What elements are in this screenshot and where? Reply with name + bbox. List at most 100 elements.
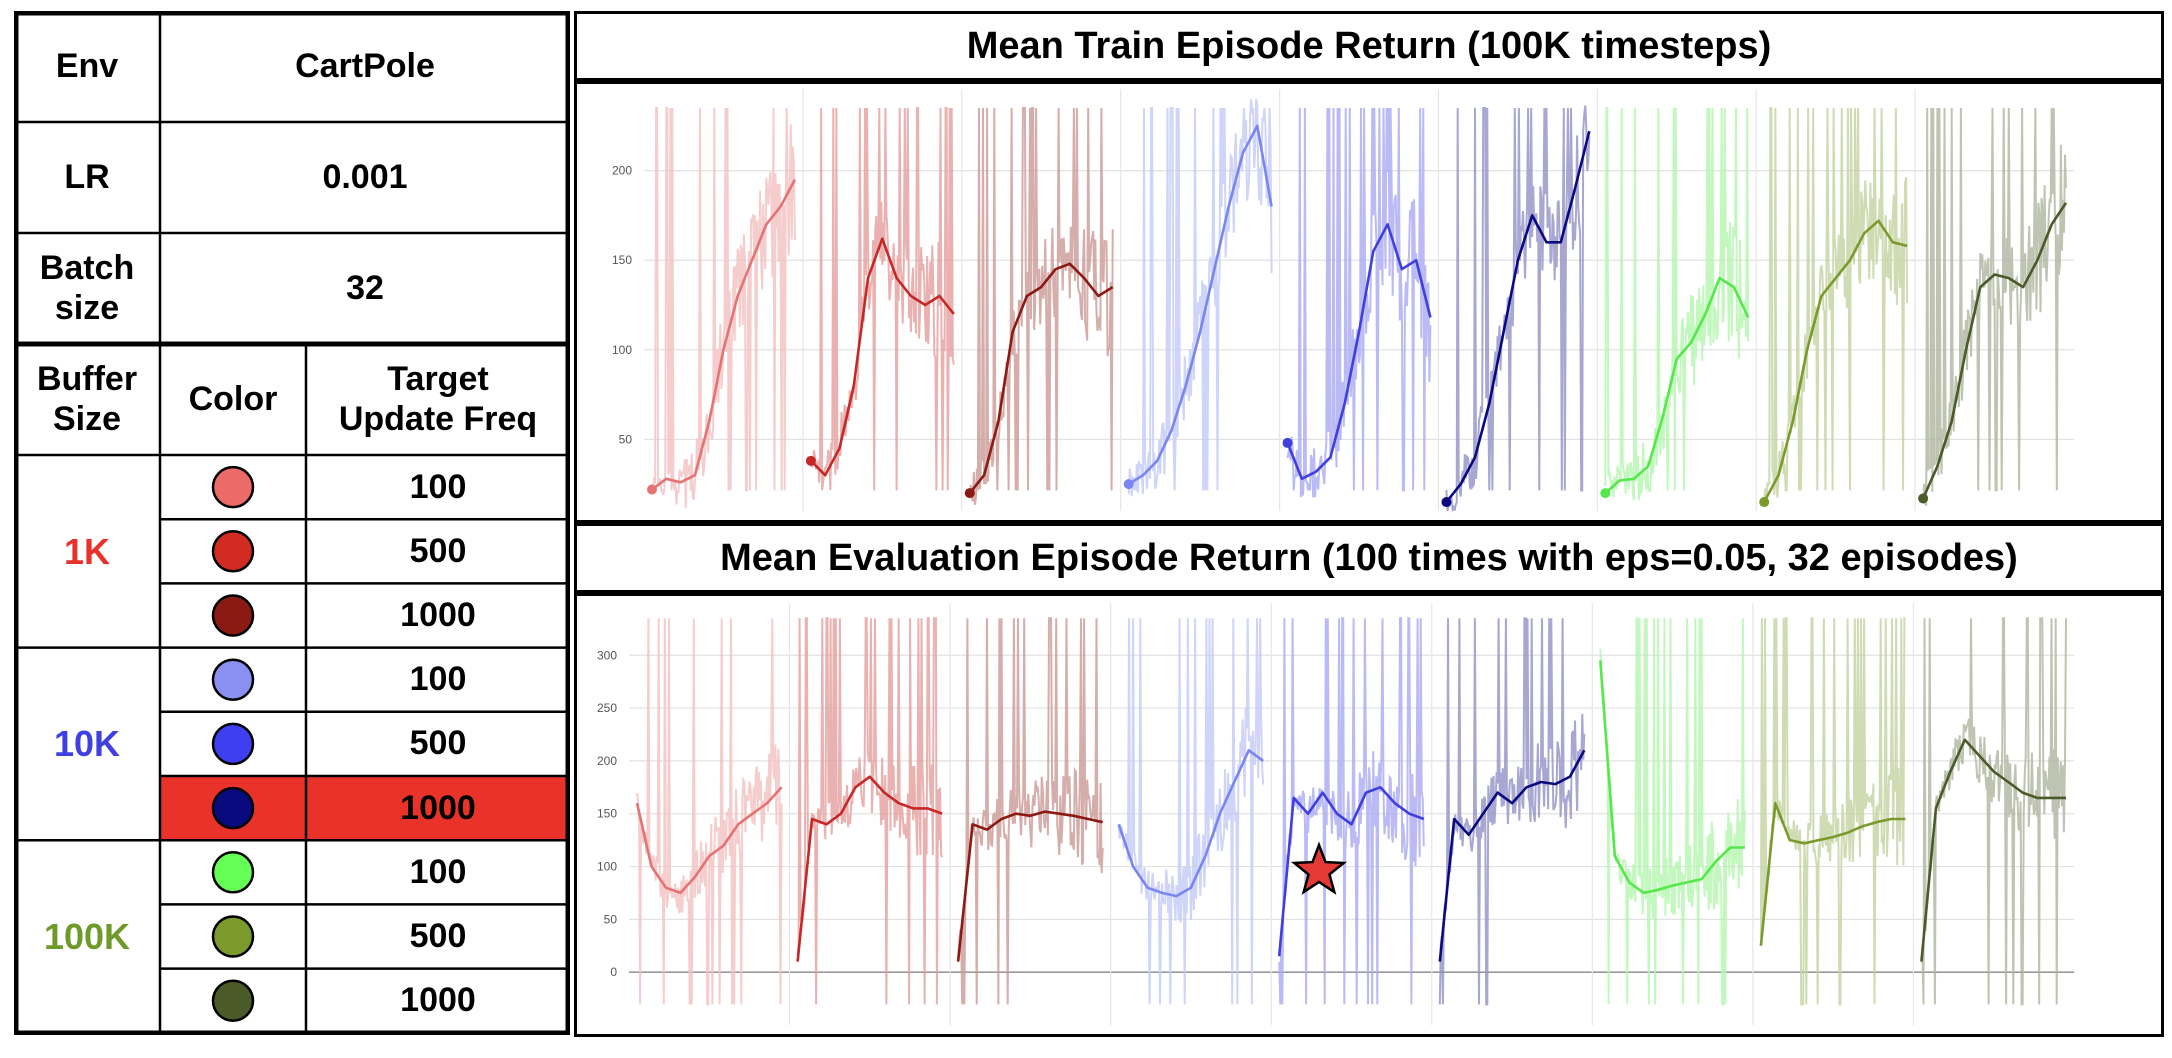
batch-label: Batch size [39,249,135,327]
best-config-star-icon [1290,841,1348,895]
series-4 [1277,617,1425,1005]
series-1 [796,617,944,1005]
series-raw-line [1604,107,1750,501]
series-0 [635,618,783,1006]
lr-value: 0.001 [322,157,408,196]
series-start-marker [1600,488,1611,499]
buffer-1K: 1K [63,530,111,572]
y-tick-label: 150 [612,253,632,267]
target-freq: 100 [409,852,467,891]
series-raw-line [809,107,955,491]
table-grid [14,11,570,1035]
config-table: Env CartPole LR 0.001 Batch size 32 Buffer Siz… [14,11,570,1035]
series-6 [1599,617,1746,1006]
series-start-marker [1123,479,1134,490]
header-color: Color [188,379,278,418]
series-7 [1759,107,1909,508]
y-tick-label: 50 [604,912,618,926]
series-start-marker [964,488,975,499]
series-5 [1441,105,1591,513]
y-tick-label: 0 [610,965,617,979]
eval-return-chart: 0 50 100 150 200 250 300 [574,593,2164,1037]
series-smoothed-line [1286,223,1432,481]
y-tick-label: 150 [597,807,617,821]
train-return-chart: 50 100 150 200 [574,81,2164,523]
color-swatch [211,979,255,1022]
series-raw-line [957,617,1104,1005]
env-value: CartPole [295,46,435,85]
series-7 [1759,617,1906,1006]
series-smoothed-line [968,262,1114,494]
buffer-10K: 10K [53,723,121,765]
target-freq: 100 [409,660,467,699]
header-buffer: Buffer Size [36,360,138,438]
color-swatch [211,786,255,830]
series-3 [1117,618,1265,1005]
series-smoothed-line [635,786,783,895]
y-tick-label: 50 [619,432,633,446]
target-freq: 1000 [400,981,476,1020]
header-target: Target Update Freq [338,360,538,438]
series-4 [1282,107,1432,498]
series-raw-line [1922,107,2067,507]
color-swatch [211,594,255,637]
series-start-marker [1759,497,1770,508]
y-tick-label: 100 [612,343,632,357]
color-swatch [211,465,255,509]
env-label: Env [55,46,119,85]
series-smoothed-line [1599,660,1745,895]
series-smoothed-line [1604,276,1750,495]
color-swatch [211,658,255,701]
series-smoothed-line [809,237,955,477]
color-swatch [211,530,255,573]
series-smoothed-line [1277,786,1425,957]
series-5 [1438,617,1586,1006]
series-smoothed-line [956,810,1103,962]
y-tick-label: 200 [612,164,632,178]
color-swatch [211,851,255,894]
series-raw-line [1599,617,1746,1006]
target-freq: 1000 [400,788,476,827]
series-raw-line [1286,107,1432,498]
target-freq: 500 [409,724,467,763]
color-swatch [211,915,255,958]
series-smoothed-line [1128,124,1273,486]
series-smoothed-line [1763,219,1908,503]
batch-value: 32 [346,268,384,307]
series-raw-line [1763,107,1909,506]
series-start-marker [1441,497,1452,508]
series-8 [1920,617,2067,1006]
series-raw-line [651,107,796,508]
eval-chart-title: Mean Evaluation Episode Return (100 time… [574,523,2164,593]
series-0 [647,107,797,508]
series-6 [1600,107,1750,501]
y-tick-label: 300 [597,648,617,662]
target-freq: 100 [409,467,467,506]
y-tick-label: 100 [597,860,617,874]
y-tick-label: 250 [597,701,617,715]
series-2 [964,107,1114,505]
series-start-marker [1918,493,1929,504]
series-raw-line [1438,617,1586,1006]
series-smoothed-line [1759,801,1906,946]
color-swatch [211,722,255,766]
lr-label: LR [64,157,110,196]
series-smoothed-line [796,775,943,962]
series-3 [1123,98,1273,497]
series-raw-line [1759,617,1906,1006]
target-freq: 500 [409,531,467,570]
series-start-marker [647,484,657,495]
series-start-marker [1282,437,1293,448]
series-smoothed-line [1438,749,1586,962]
series-raw-line [796,617,944,1005]
series-smoothed-line [1920,738,2066,962]
series-raw-line [1278,617,1425,1005]
series-start-marker [805,455,816,466]
series-smoothed-line [1445,130,1591,503]
series-raw-line [968,107,1114,505]
buffer-100K: 100K [43,915,131,957]
series-raw-line [1920,617,2067,1006]
series-smoothed-line [651,178,797,491]
y-tick-label: 200 [597,754,617,768]
series-raw-line [636,618,783,1006]
